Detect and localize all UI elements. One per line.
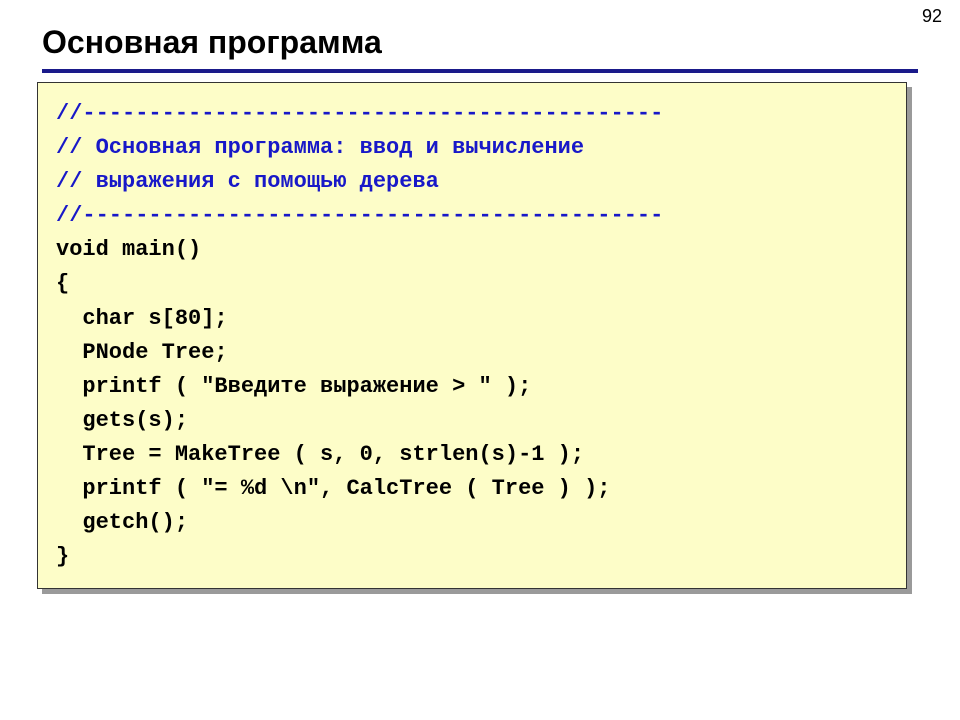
code-line: getch();	[56, 506, 888, 540]
code-line: gets(s);	[56, 404, 888, 438]
page-number: 92	[922, 6, 942, 27]
slide: 92 Основная программа //----------------…	[0, 0, 960, 720]
code-line: //--------------------------------------…	[56, 97, 888, 131]
code-line: // Основная программа: ввод и вычисление	[56, 131, 888, 165]
code-line: //--------------------------------------…	[56, 199, 888, 233]
code-line: }	[56, 540, 888, 574]
code-line: PNode Tree;	[56, 336, 888, 370]
title-rule	[42, 69, 918, 73]
slide-title: Основная программа	[42, 24, 918, 61]
code-line: void main()	[56, 233, 888, 267]
code-line: // выражения с помощью дерева	[56, 165, 888, 199]
code-line: char s[80];	[56, 302, 888, 336]
code-block: //--------------------------------------…	[37, 82, 907, 589]
code-line: {	[56, 267, 888, 301]
code-line: printf ( "= %d \n", CalcTree ( Tree ) );	[56, 472, 888, 506]
code-line: Tree = MakeTree ( s, 0, strlen(s)-1 );	[56, 438, 888, 472]
code-box-shadow: //--------------------------------------…	[42, 87, 912, 594]
code-line: printf ( "Введите выражение > " );	[56, 370, 888, 404]
